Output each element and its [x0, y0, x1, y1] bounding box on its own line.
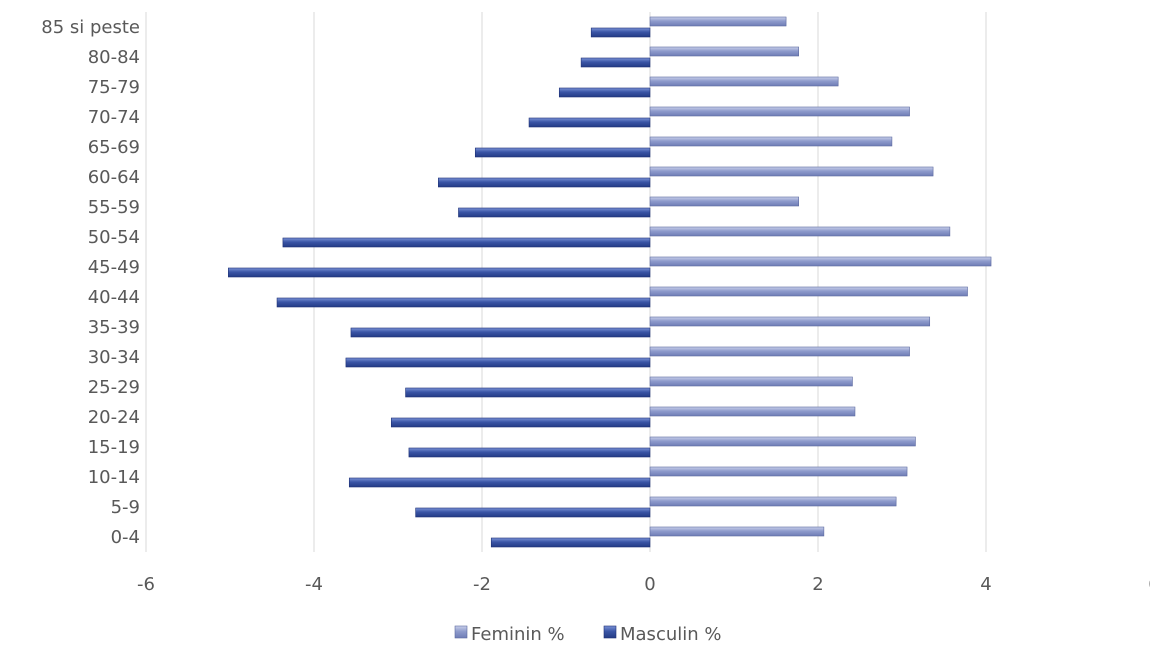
bar-feminin-15-19: [649, 436, 916, 447]
gridlines: [145, 12, 987, 552]
bar-masculin-80-84: [580, 57, 651, 68]
bar-masculin-10-14: [348, 477, 651, 488]
x-tick-label: 0: [644, 574, 655, 595]
bar-feminin-25-29: [649, 376, 853, 387]
bar-feminin-80-84: [649, 46, 799, 57]
legend-swatch-feminin: [454, 625, 468, 639]
category-label: 85 si peste: [41, 17, 140, 38]
x-axis-tick-labels: -6 -4 -2 0 2 4 6: [137, 574, 1150, 595]
bar-masculin-45-49: [228, 267, 651, 278]
x-tick-label: 2: [812, 574, 823, 595]
bar-masculin-85-si-peste: [590, 27, 651, 38]
bar-masculin-30-34: [345, 357, 651, 368]
category-label: 80-84: [88, 47, 140, 68]
category-labels: 0-4 5-9 10-14 15-19 20-24 25-29 30-34 35-39 40-4…: [41, 17, 140, 548]
bar-feminin-85-si-peste: [649, 16, 787, 27]
category-label: 50-54: [88, 227, 140, 248]
bar-masculin-70-74: [528, 117, 651, 128]
bar-feminin-0-4: [649, 526, 825, 537]
x-tick-label: -6: [137, 574, 155, 595]
legend-swatch-masculin: [603, 625, 617, 639]
bar-masculin-15-19: [408, 447, 651, 458]
bar-masculin-0-4: [490, 537, 651, 548]
category-label: 75-79: [88, 77, 140, 98]
bar-feminin-40-44: [649, 286, 968, 297]
category-label: 40-44: [88, 287, 140, 308]
category-label: 65-69: [88, 137, 140, 158]
category-label: 30-34: [88, 347, 140, 368]
bars: [228, 16, 992, 548]
x-tick-label: -2: [473, 574, 491, 595]
category-label: 70-74: [88, 107, 140, 128]
category-label: 5-9: [111, 497, 140, 518]
bar-feminin-50-54: [649, 226, 951, 237]
bar-feminin-5-9: [649, 496, 897, 507]
bar-masculin-5-9: [415, 507, 651, 518]
x-tick-label: -4: [305, 574, 323, 595]
bar-feminin-45-49: [649, 256, 992, 267]
bar-feminin-70-74: [649, 106, 910, 117]
bar-feminin-35-39: [649, 316, 931, 327]
bar-masculin-25-29: [405, 387, 651, 398]
legend-label-feminin: Feminin %: [471, 624, 565, 641]
bar-masculin-65-69: [474, 147, 651, 158]
category-label: 55-59: [88, 197, 140, 218]
bar-feminin-75-79: [649, 76, 839, 87]
bar-masculin-60-64: [438, 177, 651, 188]
legend: Feminin % Masculin %: [454, 624, 721, 645]
category-label: 45-49: [88, 257, 140, 278]
x-tick-label: 4: [980, 574, 991, 595]
category-label: 60-64: [88, 167, 140, 188]
bar-feminin-10-14: [649, 466, 908, 477]
bar-masculin-20-24: [390, 417, 651, 428]
bar-masculin-55-59: [458, 207, 651, 218]
bar-feminin-60-64: [649, 166, 934, 177]
bar-masculin-35-39: [350, 327, 651, 338]
category-label: 25-29: [88, 377, 140, 398]
bar-feminin-55-59: [649, 196, 799, 207]
category-label: 35-39: [88, 317, 140, 338]
bar-feminin-30-34: [649, 346, 910, 357]
x-tick-label: 6: [1148, 574, 1150, 595]
category-label: 0-4: [111, 527, 140, 548]
bar-masculin-75-79: [558, 87, 651, 98]
bar-masculin-50-54: [282, 237, 651, 248]
category-label: 15-19: [88, 437, 140, 458]
bar-masculin-40-44: [276, 297, 651, 308]
category-label: 20-24: [88, 407, 140, 428]
category-label: 10-14: [88, 467, 140, 488]
bar-feminin-65-69: [649, 136, 893, 147]
legend-label-masculin: Masculin %: [620, 624, 721, 641]
bar-feminin-20-24: [649, 406, 856, 417]
